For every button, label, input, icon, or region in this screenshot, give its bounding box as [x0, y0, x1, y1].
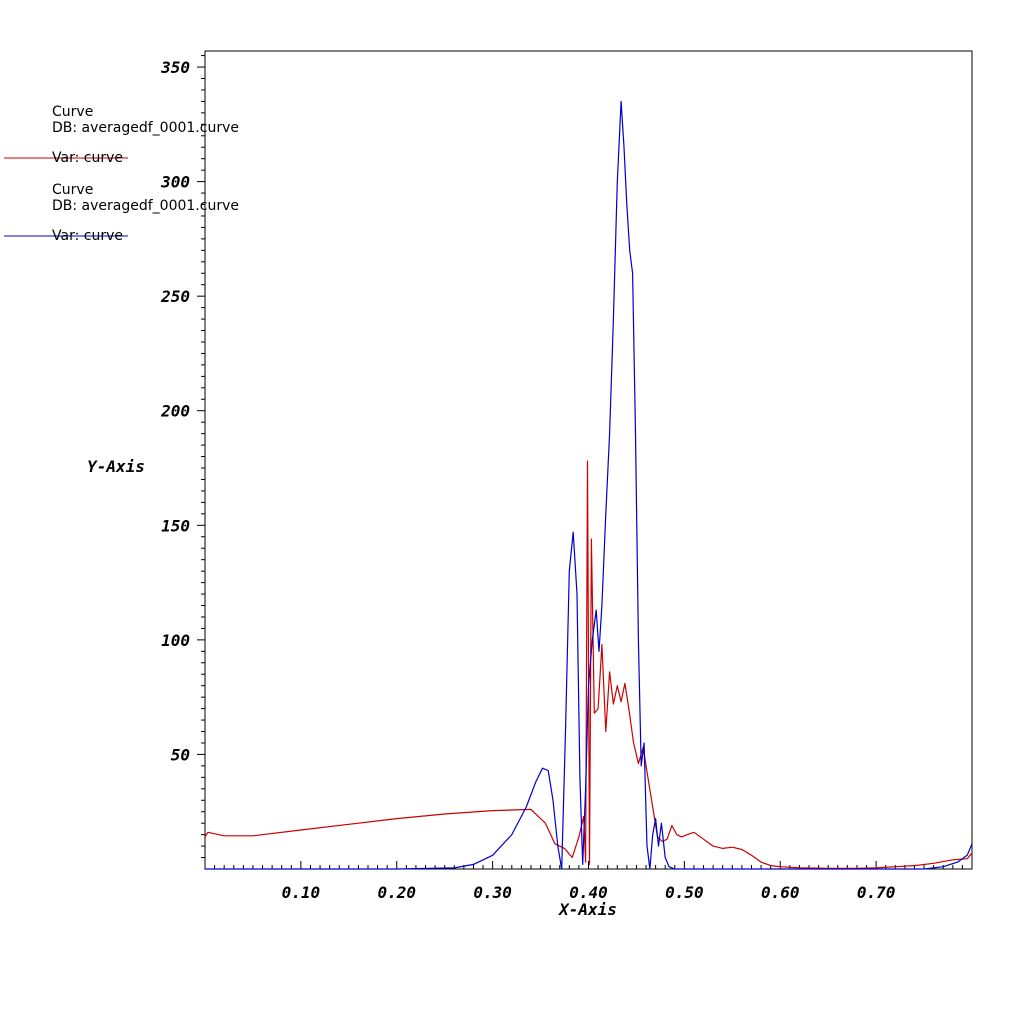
x-tick-label: 0.40 [569, 883, 608, 902]
series-line-2 [205, 100, 973, 870]
legend-db: DB: averagedf_0001.curve [52, 198, 239, 214]
legend-var: Var: curve [52, 150, 123, 166]
legend-var: Var: curve [52, 228, 123, 244]
y-tick-label: 250 [160, 287, 190, 306]
y-tick-label: 350 [160, 58, 190, 77]
y-tick-label: 150 [161, 516, 190, 535]
x-tick-label: 0.10 [282, 883, 321, 902]
y-tick-label: 300 [160, 173, 190, 192]
x-tick-label: 0.30 [473, 883, 512, 902]
series-line-1 [204, 460, 973, 869]
legend-name: Curve [52, 182, 93, 198]
x-tick-label: 0.60 [761, 883, 800, 902]
y-tick-label: 100 [161, 631, 190, 650]
y-axis-title: Y-Axis [87, 457, 145, 476]
x-axis-title: X-Axis [557, 900, 617, 919]
legend-db: DB: averagedf_0001.curve [52, 120, 239, 136]
legend-name: Curve [52, 104, 93, 120]
x-tick-label: 0.50 [665, 883, 704, 902]
ticks-layer: 0.10 0.20 0.30 0.40 0.50 0.60 0.70 50 100 150 200 2… [160, 55, 963, 902]
y-tick-label: 200 [160, 402, 190, 421]
x-tick-label: 0.20 [377, 883, 416, 902]
y-tick-label: 50 [171, 745, 190, 764]
series-layer [204, 100, 973, 870]
x-tick-label: 0.70 [857, 883, 896, 902]
